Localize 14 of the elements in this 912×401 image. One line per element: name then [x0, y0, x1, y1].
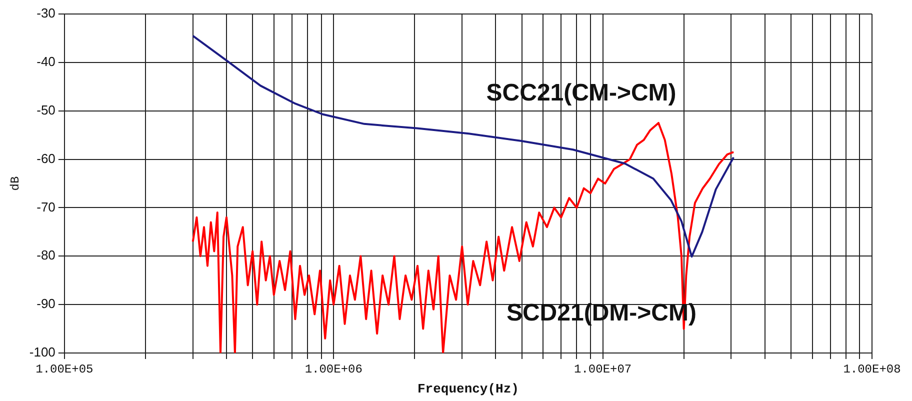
y-tick-label: -40	[36, 54, 56, 70]
x-tick-label: 1.00E+08	[843, 362, 901, 376]
y-tick-label: -60	[36, 150, 56, 166]
y-tick-label: -80	[36, 248, 56, 263]
x-tick-label: 1.00E+07	[574, 362, 632, 376]
y-tick-label: -90	[36, 296, 56, 312]
y-tick-label: -50	[36, 102, 56, 118]
x-tick-label: 1.00E+05	[36, 362, 94, 376]
x-axis-title: Frequency(Hz)	[418, 381, 519, 396]
y-axis-title: dB	[8, 176, 22, 191]
y-tick-label: -30	[36, 6, 56, 21]
y-tick-label: -100	[29, 344, 56, 360]
x-tick-label: 1.00E+06	[304, 362, 362, 376]
y-tick-label: -70	[36, 199, 56, 214]
